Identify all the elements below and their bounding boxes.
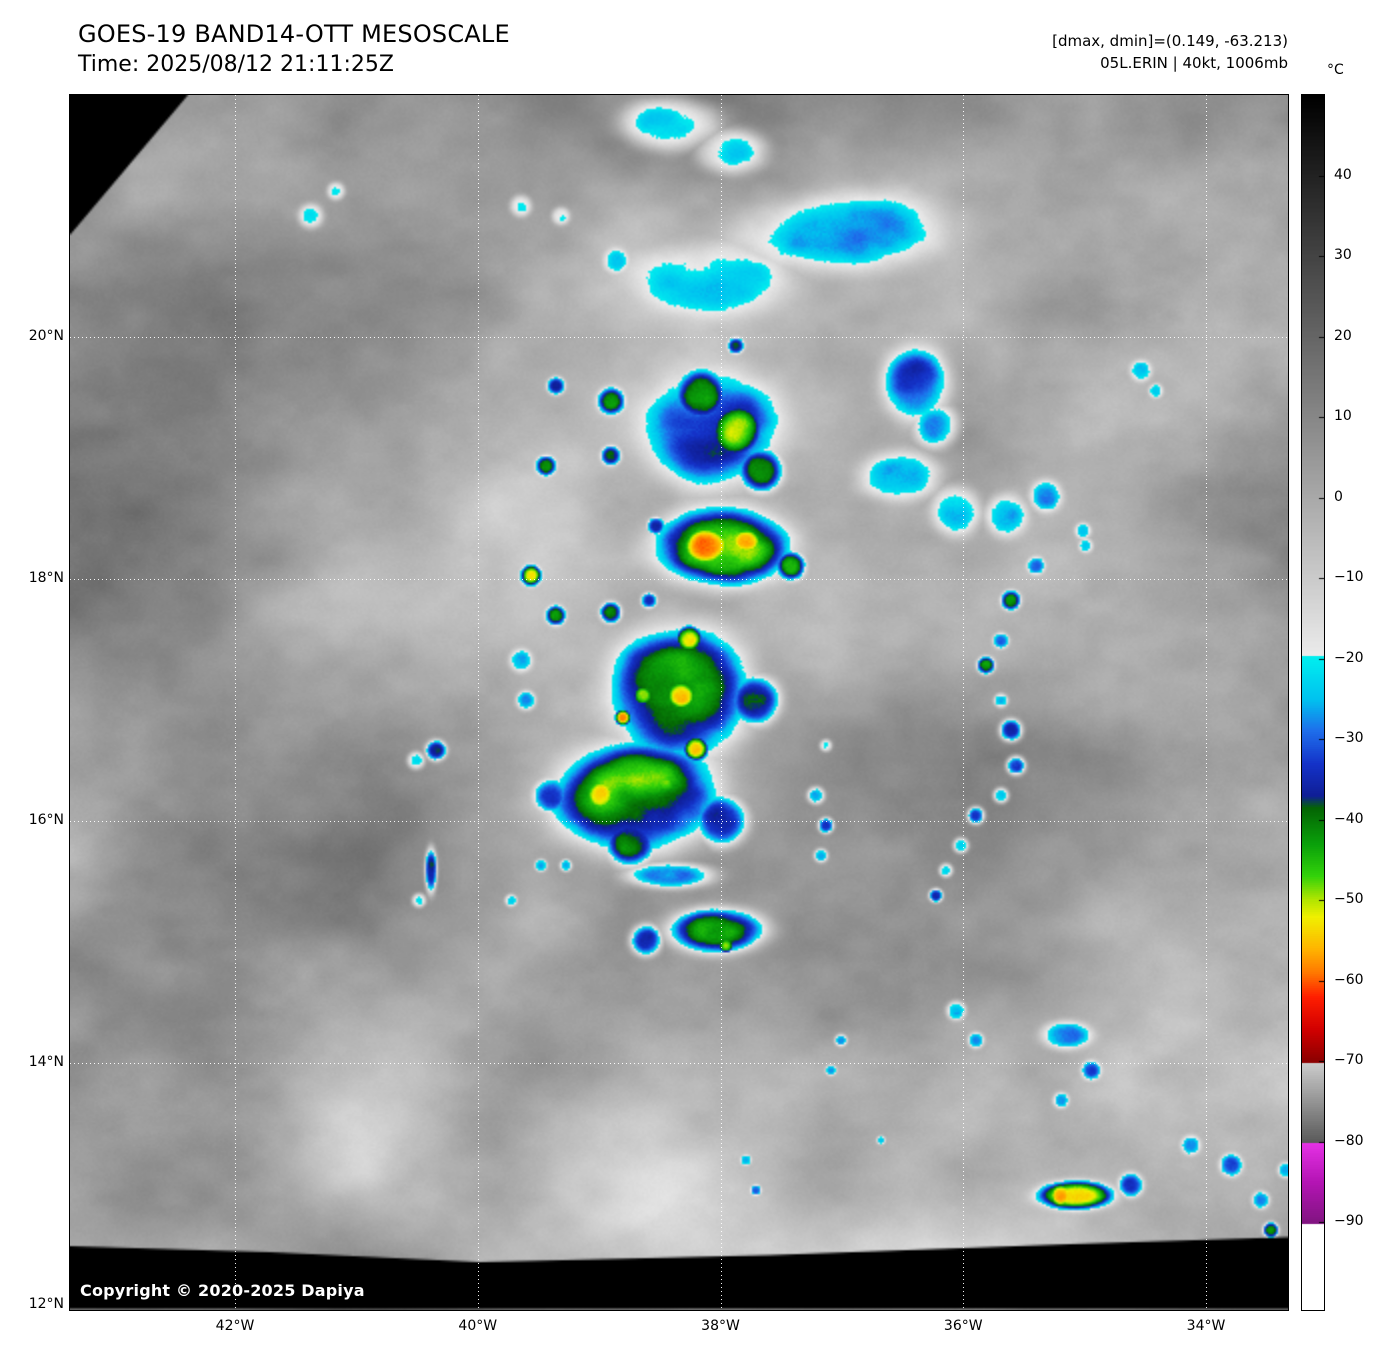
colorbar-tick-label: −10	[1334, 569, 1364, 585]
colorbar-tick-label: −60	[1334, 971, 1364, 988]
colorbar-tick-label: 30	[1334, 247, 1352, 263]
colorbar-tick-label: −20	[1334, 649, 1364, 666]
lon-tick-label: 40°W	[458, 1318, 498, 1334]
colorbar-tick-label: −70	[1334, 1052, 1364, 1068]
dmax-dmin-readout: [dmax, dmin]=(0.149, -63.213)	[1052, 32, 1288, 50]
lon-tick-label: 38°W	[701, 1318, 740, 1334]
storm-info: 05L.ERIN | 40kt, 1006mb	[1100, 54, 1288, 72]
colorbar	[1301, 94, 1325, 1311]
colorbar-tick-label: −90	[1334, 1213, 1364, 1229]
lat-tick-label: 18°N	[28, 570, 64, 586]
satellite-imagery-canvas	[70, 95, 1288, 1310]
colorbar-tick-label: −30	[1334, 730, 1364, 746]
colorbar-unit-label: °C	[1327, 62, 1344, 78]
copyright-text: Copyright © 2020-2025 Dapiya	[80, 1281, 365, 1300]
colorbar-tick-label: −80	[1334, 1132, 1364, 1149]
colorbar-tick-label: 40	[1334, 166, 1352, 183]
colorbar-tick-label: −50	[1334, 891, 1364, 907]
lon-tick-label: 42°W	[215, 1318, 255, 1334]
map-area: Copyright © 2020-2025 Dapiya	[69, 94, 1289, 1311]
colorbar-tick-label: 20	[1334, 327, 1352, 344]
lat-tick-label: 12°N	[28, 1296, 64, 1312]
colorbar-canvas	[1302, 95, 1324, 1310]
colorbar-tick-label: 10	[1334, 408, 1352, 424]
colorbar-tick-label: −40	[1334, 810, 1364, 827]
lat-tick-label: 16°N	[28, 812, 64, 828]
lat-tick-label: 14°N	[28, 1054, 64, 1070]
lon-tick-label: 34°W	[1186, 1318, 1226, 1334]
product-title: GOES-19 BAND14-OTT MESOSCALE	[78, 20, 510, 48]
timestamp: Time: 2025/08/12 21:11:25Z	[78, 52, 394, 77]
lat-tick-label: 20°N	[28, 328, 64, 344]
lon-tick-label: 36°W	[943, 1318, 983, 1334]
colorbar-tick-label: 0	[1334, 488, 1343, 505]
